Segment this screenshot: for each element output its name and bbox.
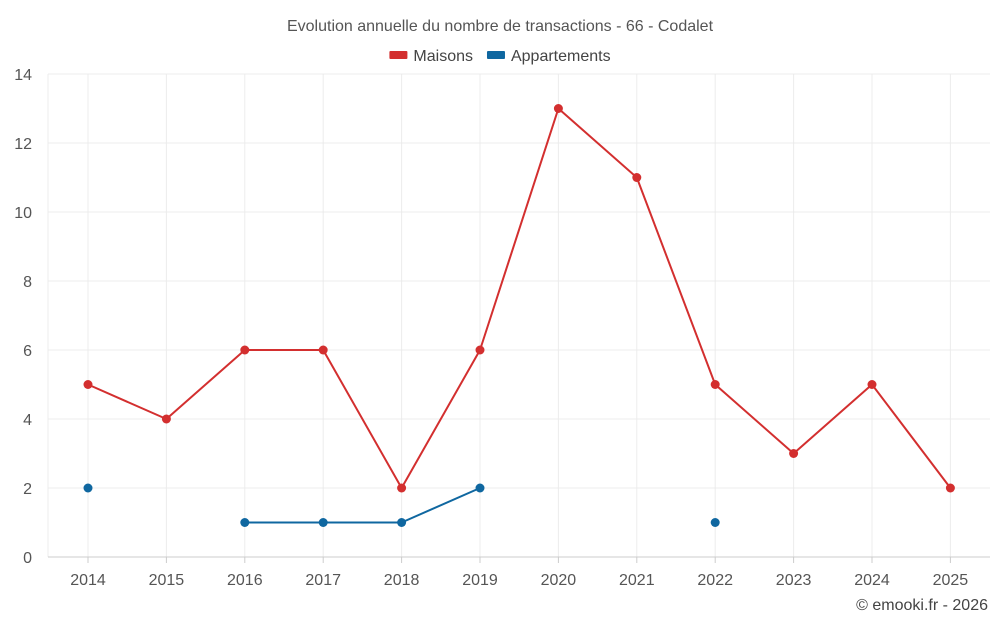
y-tick-label: 10 <box>14 205 32 222</box>
y-axis: 0 2 4 6 8 10 12 14 <box>14 67 32 567</box>
data-point[interactable] <box>83 483 93 493</box>
x-tick-label: 2016 <box>227 572 263 589</box>
chart-title: Evolution annuelle du nombre de transact… <box>287 18 714 35</box>
data-point[interactable] <box>475 483 485 493</box>
data-point[interactable] <box>83 380 93 389</box>
data-point[interactable] <box>397 483 407 493</box>
data-point[interactable] <box>710 380 720 389</box>
x-tick-label: 2025 <box>933 572 969 589</box>
data-point[interactable] <box>318 518 328 527</box>
x-tick-label: 2022 <box>697 572 733 589</box>
x-tick-label: 2017 <box>305 572 341 589</box>
x-tick-label: 2020 <box>541 572 577 589</box>
legend: Maisons Appartements <box>389 48 611 65</box>
series-line <box>244 487 481 524</box>
x-tick-label: 2018 <box>384 572 420 589</box>
data-point[interactable] <box>318 345 328 355</box>
x-tick-label: 2019 <box>462 572 498 589</box>
series-appartements <box>83 483 720 527</box>
data-point[interactable] <box>161 414 171 424</box>
data-point[interactable] <box>553 104 563 113</box>
y-tick-label: 14 <box>14 67 32 84</box>
grid <box>47 73 990 558</box>
x-tick-label: 2024 <box>854 572 890 589</box>
data-point[interactable] <box>632 173 642 182</box>
series-maisons <box>83 104 955 493</box>
legend-label: Maisons <box>413 48 473 65</box>
legend-label: Appartements <box>511 48 611 65</box>
data-point[interactable] <box>710 518 720 527</box>
x-tick-label: 2023 <box>776 572 812 589</box>
legend-swatch[interactable] <box>486 51 505 59</box>
x-axis: 2014 2015 2016 2017 2018 2019 2020 2021 2022 2023… <box>70 557 968 589</box>
y-tick-label: 8 <box>23 274 32 291</box>
data-point[interactable] <box>789 449 799 458</box>
y-tick-label: 0 <box>23 550 32 567</box>
y-tick-label: 12 <box>14 136 32 153</box>
data-point[interactable] <box>475 345 485 355</box>
data-point[interactable] <box>867 380 877 389</box>
y-tick-label: 2 <box>23 481 32 498</box>
credit-text: © emooki.fr - 2026 <box>856 597 988 614</box>
series-line <box>87 107 952 489</box>
x-tick-label: 2021 <box>619 572 655 589</box>
data-point[interactable] <box>240 345 250 355</box>
x-tick-label: 2015 <box>149 572 185 589</box>
data-point[interactable] <box>240 518 250 527</box>
y-tick-label: 6 <box>23 343 32 360</box>
y-tick-label: 4 <box>23 412 32 429</box>
x-tick-label: 2014 <box>70 572 106 589</box>
data-point[interactable] <box>397 518 407 527</box>
legend-swatch[interactable] <box>389 51 408 59</box>
series-layer <box>83 104 955 527</box>
data-point[interactable] <box>945 483 955 493</box>
